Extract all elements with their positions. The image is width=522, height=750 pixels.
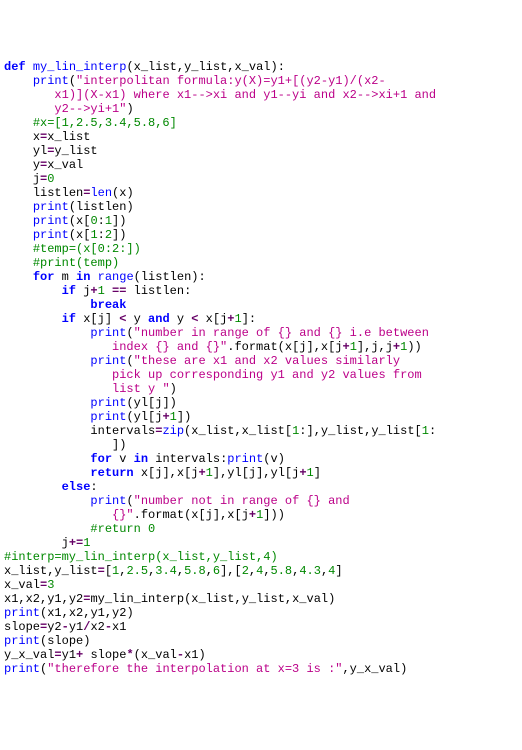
code-line: y2-->yi+1") <box>4 102 518 116</box>
code-line: ]) <box>4 438 518 452</box>
code-line: x_list,y_list=[1,2.5,3.4,5.8,6],[2,4,5.8… <box>4 564 518 578</box>
code-line: #interp=my_lin_interp(x_list,y_list,4) <box>4 550 518 564</box>
code-line: #return 0 <box>4 522 518 536</box>
code-line: else: <box>4 480 518 494</box>
code-line: pick up corresponding y1 and y2 values f… <box>4 368 518 382</box>
code-line: print(x[1:2]) <box>4 228 518 242</box>
code-line: print(listlen) <box>4 200 518 214</box>
code-line: listlen=len(x) <box>4 186 518 200</box>
code-line: print(x1,x2,y1,y2) <box>4 606 518 620</box>
code-editor: def my_lin_interp(x_list,y_list,x_val): … <box>4 60 518 676</box>
code-line: for v in intervals:print(v) <box>4 452 518 466</box>
code-line: print("number not in range of {} and <box>4 494 518 508</box>
code-line: y=x_val <box>4 158 518 172</box>
code-line: x_val=3 <box>4 578 518 592</box>
code-line: print(slope) <box>4 634 518 648</box>
code-line: def my_lin_interp(x_list,y_list,x_val): <box>4 60 518 74</box>
code-line: list y ") <box>4 382 518 396</box>
code-line: x=x_list <box>4 130 518 144</box>
code-line: print("these are x1 and x2 values simila… <box>4 354 518 368</box>
code-line: yl=y_list <box>4 144 518 158</box>
code-line: break <box>4 298 518 312</box>
code-line: print(x[0:1]) <box>4 214 518 228</box>
code-line: slope=y2-y1/x2-x1 <box>4 620 518 634</box>
code-line: #temp=(x[0:2:]) <box>4 242 518 256</box>
code-line: return x[j],x[j+1],yl[j],yl[j+1] <box>4 466 518 480</box>
code-line: j+=1 <box>4 536 518 550</box>
code-line: index {} and {}".format(x[j],x[j+1],j,j+… <box>4 340 518 354</box>
code-line: x1,x2,y1,y2=my_lin_interp(x_list,y_list,… <box>4 592 518 606</box>
code-line: print("therefore the interpolation at x=… <box>4 662 518 676</box>
code-line: #x=[1,2.5,3.4,5.8,6] <box>4 116 518 130</box>
code-line: y_x_val=y1+ slope*(x_val-x1) <box>4 648 518 662</box>
code-line: intervals=zip(x_list,x_list[1:],y_list,y… <box>4 424 518 438</box>
code-line: for m in range(listlen): <box>4 270 518 284</box>
code-line: print("number in range of {} and {} i.e … <box>4 326 518 340</box>
code-line: print(yl[j+1]) <box>4 410 518 424</box>
code-line: print("interpolitan formula:y(X)=y1+[(y2… <box>4 74 518 88</box>
code-line: x1)](X-x1) where x1-->xi and y1--yi and … <box>4 88 518 102</box>
code-line: if j+1 == listlen: <box>4 284 518 298</box>
code-line: #print(temp) <box>4 256 518 270</box>
code-line: j=0 <box>4 172 518 186</box>
code-line: {}".format(x[j],x[j+1])) <box>4 508 518 522</box>
code-line: if x[j] < y and y < x[j+1]: <box>4 312 518 326</box>
code-line: print(yl[j]) <box>4 396 518 410</box>
